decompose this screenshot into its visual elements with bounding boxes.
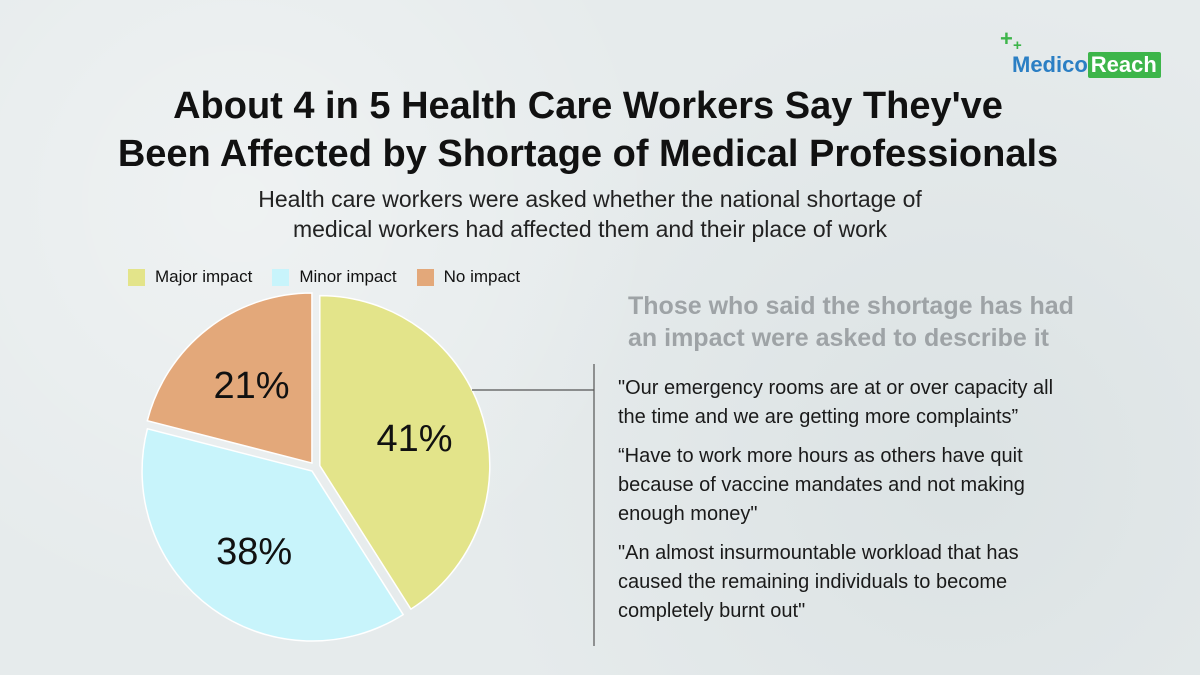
quote-item: "Our emergency rooms are at or over capa… (618, 374, 1178, 432)
pie-slice-minor (141, 427, 405, 642)
chart-subtitle: Health care workers were asked whether t… (120, 184, 1060, 244)
pie-label-major: 41% (376, 418, 452, 460)
quotes-heading-line-1: Those who said the shortage has had (628, 292, 1074, 320)
logo-medico-text: Medico (1012, 52, 1088, 77)
chart-legend: Major impact Minor impact No impact (128, 264, 540, 290)
logo-wordmark: Medico Reach (1012, 52, 1161, 78)
subtitle-line-2: medical workers had affected them and th… (292, 216, 888, 242)
subtitle-line-1: Health care workers were asked whether t… (258, 186, 922, 212)
quote-item: “Have to work more hours as others have … (618, 442, 1178, 529)
legend-swatch-none (416, 268, 434, 286)
quote-line: “Have to work more hours as others have … (618, 445, 1023, 467)
quote-line: the time and we are getting more complai… (618, 406, 1019, 428)
plus-small-icon: + (1013, 37, 1022, 54)
legend-swatch-minor (272, 268, 290, 286)
medicoreach-logo: + + Medico Reach (1000, 26, 1161, 80)
quote-line: "Our emergency rooms are at or over capa… (618, 377, 1054, 399)
quote-line: caused the remaining individuals to beco… (618, 571, 1008, 593)
legend-item-major: Major impact (128, 267, 252, 287)
title-line-1: About 4 in 5 Health Care Workers Say The… (173, 85, 1003, 127)
plus-icon: + (1000, 26, 1013, 51)
legend-swatch-major (128, 268, 145, 286)
title-line-2: Been Affected by Shortage of Medical Pro… (117, 133, 1059, 175)
legend-label-none: No impact (443, 267, 521, 286)
quotes-heading: Those who said the shortage has had an i… (628, 290, 1168, 354)
pie-label-minor: 38% (216, 531, 292, 573)
quote-line: completely burnt out" (618, 600, 806, 622)
legend-item-none: No impact (416, 267, 521, 287)
legend-label-minor: Minor impact (299, 267, 397, 286)
pie-label-none: 21% (213, 365, 289, 407)
quote-line: "An almost insurmountable workload that … (618, 542, 1019, 564)
quotes-heading-line-2: an impact were asked to describe it (628, 324, 1049, 352)
quotes-list: "Our emergency rooms are at or over capa… (618, 374, 1178, 636)
pie-slice-none (146, 292, 313, 465)
pie-chart: 41% 38% 21% (141, 292, 491, 642)
quote-line: enough money" (618, 503, 758, 525)
quote-line: because of vaccine mandates and not maki… (618, 474, 1025, 496)
legend-label-major: Major impact (155, 267, 253, 286)
logo-reach-text: Reach (1087, 52, 1161, 78)
quote-bracket (472, 364, 595, 646)
quote-item: "An almost insurmountable workload that … (618, 539, 1178, 626)
chart-title: About 4 in 5 Health Care Workers Say The… (60, 82, 1116, 178)
pie-slice-major (319, 294, 491, 611)
legend-item-minor: Minor impact (272, 267, 397, 287)
